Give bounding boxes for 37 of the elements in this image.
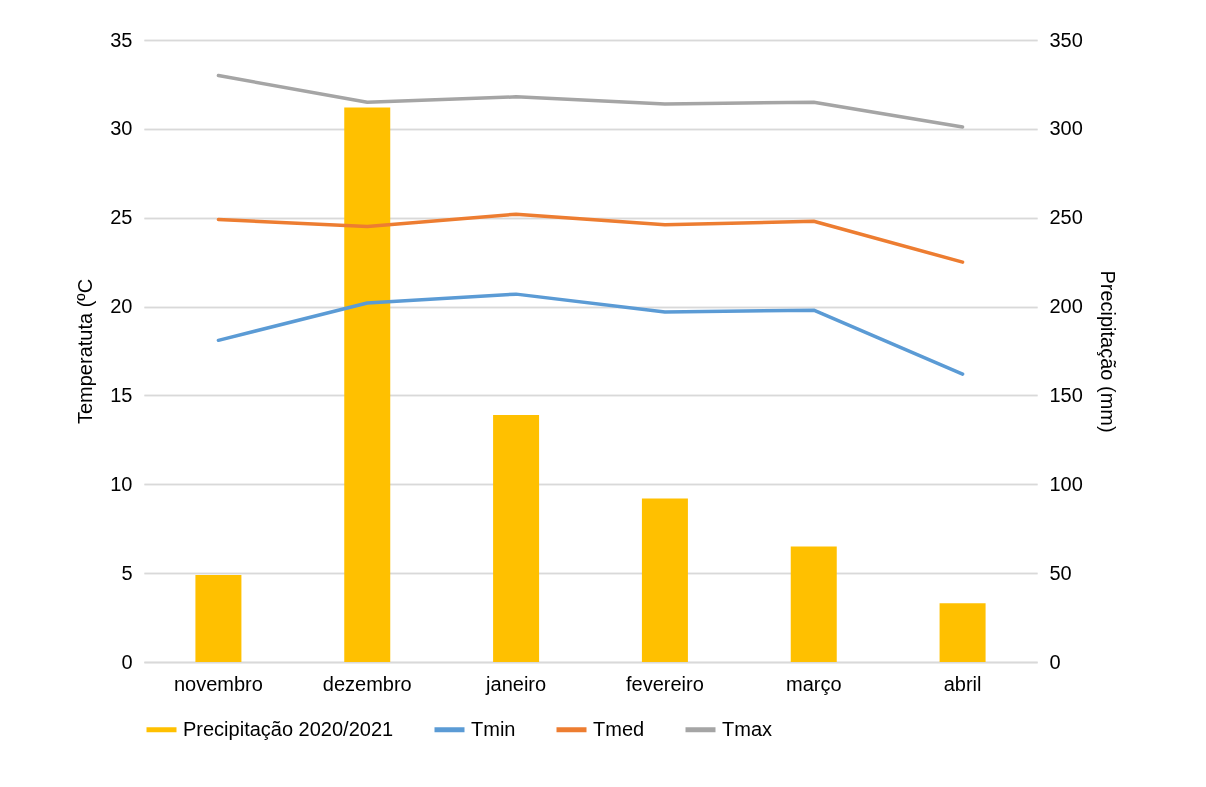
x-tick-label: março (785, 672, 842, 695)
y-tick-label: 0 (121, 650, 133, 673)
y-tick-label: 25 (110, 206, 133, 229)
bar (939, 603, 986, 662)
x-tick-label: dezembro (322, 672, 412, 695)
y-tick-label: 20 (110, 295, 133, 318)
line-series (216, 212, 965, 264)
y2-tick-label: 250 (1049, 206, 1083, 229)
y-tick-label: 35 (110, 28, 133, 51)
line-series (216, 292, 965, 376)
y2-tick-label: 350 (1049, 28, 1083, 51)
y-tick-label: 30 (110, 117, 133, 140)
legend-label: Tmax (722, 717, 772, 740)
y-tick-label: 10 (110, 472, 133, 495)
bar (195, 574, 242, 662)
line-series (216, 73, 965, 129)
x-tick-label: fevereiro (626, 672, 704, 695)
y-tick-label: 15 (110, 383, 133, 406)
y2-tick-label: 100 (1049, 472, 1083, 495)
y-tick-label: 5 (121, 561, 133, 584)
x-tick-label: abril (943, 672, 982, 695)
bar (493, 414, 540, 662)
x-tick-label: janeiro (485, 672, 547, 695)
x-tick-label: novembro (173, 672, 263, 695)
y2-tick-label: 300 (1049, 117, 1083, 140)
legend-label: Tmin (471, 717, 516, 740)
y-axis-title: Temperatuta (ºC (74, 278, 97, 425)
y2-axis-title: Precipitação (mm) (1096, 270, 1119, 433)
legend-label: Tmed (593, 717, 645, 740)
bar (790, 546, 837, 662)
y2-tick-label: 150 (1049, 383, 1083, 406)
y2-tick-label: 200 (1049, 295, 1083, 318)
y2-tick-label: 50 (1049, 561, 1072, 584)
legend-label: Precipitação 2020/2021 (183, 717, 394, 740)
bar (641, 498, 688, 662)
bar (344, 107, 391, 662)
y2-tick-label: 0 (1049, 650, 1061, 673)
